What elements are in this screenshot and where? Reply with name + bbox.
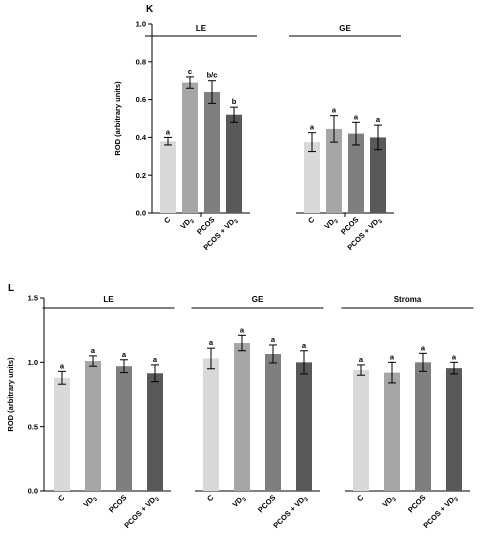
panel-k: K 0.0 0.2 0.4 0.6 0.8 1.0 ROD (arbitrary units)… <box>113 4 401 253</box>
category-label: PCOS + VD3 <box>271 493 309 531</box>
y-tick-label: 0.2 <box>136 171 146 180</box>
significance-letter: b <box>232 97 237 106</box>
bar <box>446 368 462 491</box>
y-tick-label: 0.0 <box>136 209 146 218</box>
y-tick-label: 0.6 <box>136 95 146 104</box>
significance-letter: a <box>122 350 127 359</box>
significance-letter: a <box>332 106 337 115</box>
significance-letter: b/c <box>207 71 218 80</box>
bar <box>326 128 342 213</box>
group-label: LE <box>103 295 114 304</box>
bar <box>147 373 163 491</box>
bar <box>348 133 364 213</box>
category-label: VD3 <box>381 493 398 510</box>
category-label: C <box>162 215 173 226</box>
bar <box>85 361 101 491</box>
category-label: PCOS <box>107 493 128 514</box>
group-label: GE <box>339 24 351 33</box>
y-tick-label: 0.5 <box>28 422 38 431</box>
bar <box>204 92 220 213</box>
significance-letter: a <box>302 341 307 350</box>
bar <box>203 358 219 491</box>
significance-letter: a <box>60 361 65 370</box>
category-label: VD3 <box>82 493 99 510</box>
category-label: VD3 <box>179 215 196 232</box>
bar <box>353 370 369 491</box>
category-label: PCOS <box>256 493 277 514</box>
panel-letter: L <box>8 283 14 294</box>
y-tick-label: 0.4 <box>136 133 147 142</box>
category-label: C <box>306 215 317 226</box>
bar <box>415 362 431 491</box>
y-axis-label: ROD (arbitrary units) <box>6 357 15 432</box>
bar <box>116 366 132 491</box>
significance-letter: a <box>271 335 276 344</box>
significance-letter: a <box>376 115 381 124</box>
significance-letter: a <box>310 123 315 132</box>
category-label: C <box>205 493 216 504</box>
significance-letter: a <box>91 346 96 355</box>
significance-letter: c <box>188 67 192 76</box>
y-tick-label: 0.0 <box>28 487 38 496</box>
group-label: LE <box>196 24 207 33</box>
group-label: Stroma <box>394 295 422 304</box>
bar <box>234 343 250 491</box>
panel-letter: K <box>146 4 154 15</box>
category-label: PCOS + VD3 <box>122 493 160 531</box>
y-tick-label: 1.0 <box>28 358 38 367</box>
significance-letter: a <box>452 352 457 361</box>
bar <box>182 82 198 213</box>
bar <box>54 377 70 491</box>
bar <box>384 372 400 491</box>
category-label: VD3 <box>231 493 248 510</box>
bar <box>265 353 281 491</box>
group-label: GE <box>252 295 264 304</box>
category-label: PCOS + VD3 <box>421 493 459 531</box>
significance-letter: a <box>421 343 426 352</box>
significance-letter: a <box>390 352 395 361</box>
category-label: C <box>56 493 67 504</box>
y-tick-label: 0.8 <box>136 57 146 66</box>
significance-letter: a <box>354 112 359 121</box>
bar <box>370 137 386 213</box>
bar <box>304 142 320 213</box>
y-tick-label: 1.5 <box>28 294 38 303</box>
significance-letter: a <box>166 127 171 136</box>
panel-l: L 0.0 0.5 1.0 1.5 ROD (arbitrary units) LE a Ca V… <box>6 283 474 531</box>
bar <box>160 141 176 213</box>
bar <box>226 114 242 213</box>
category-label: C <box>355 493 366 504</box>
y-axis-label: ROD (arbitrary units) <box>113 81 122 156</box>
y-tick-label: 1.0 <box>136 20 146 29</box>
significance-letter: a <box>240 325 245 334</box>
category-label: VD3 <box>323 215 340 232</box>
significance-letter: a <box>359 355 364 364</box>
bar <box>296 362 312 491</box>
significance-letter: a <box>153 355 158 364</box>
significance-letter: a <box>209 338 214 347</box>
category-label: PCOS <box>406 493 427 514</box>
